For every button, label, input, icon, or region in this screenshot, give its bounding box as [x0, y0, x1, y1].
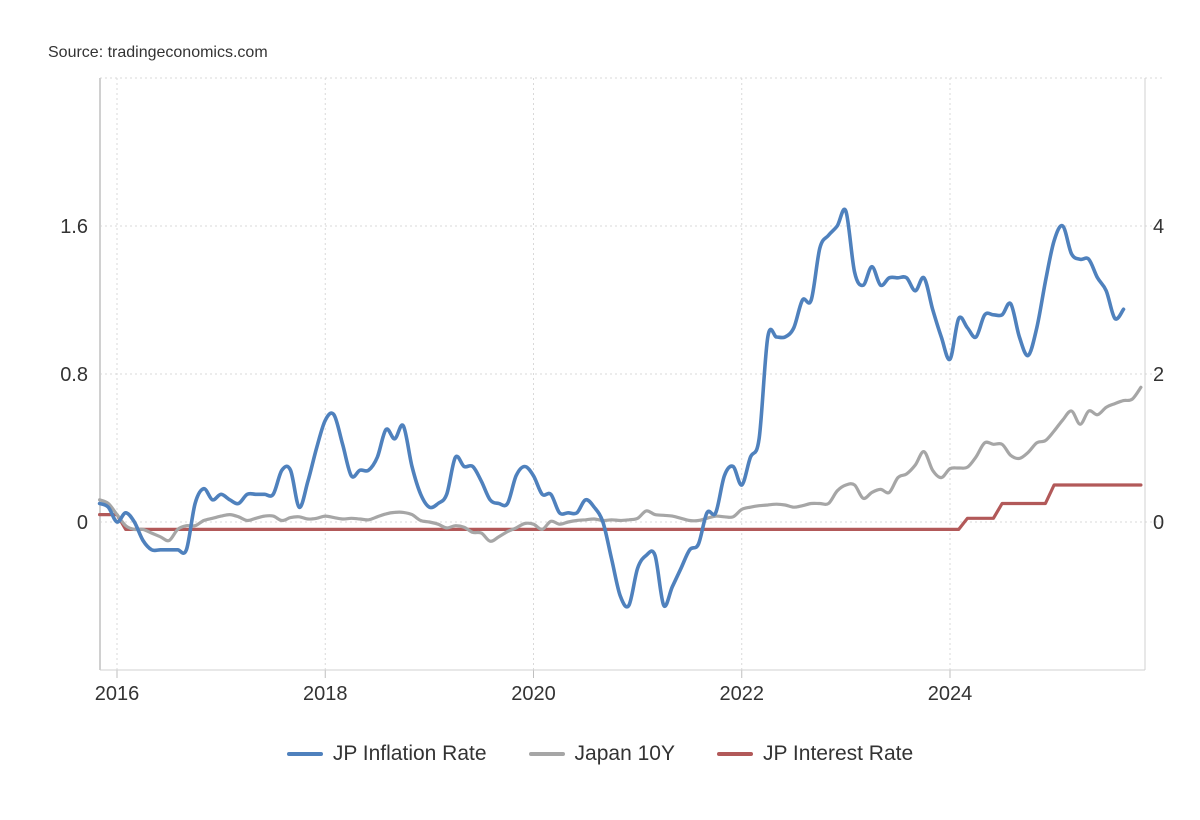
series-line-inflation — [97, 207, 1126, 609]
y-right-tick-label: 2 — [1153, 364, 1164, 386]
legend-swatch-japan-10y — [528, 752, 565, 756]
y-left-tick-label: 1.6 — [60, 216, 88, 238]
x-tick-label: 2016 — [95, 683, 140, 705]
legend-label-interest-rate: JP Interest Rate — [762, 742, 914, 765]
legend-swatch-inflation — [286, 752, 323, 756]
line-chart: 0 0.8 1.6 0 2 4 2016 2018 2020 2022 2024 — [60, 77, 1165, 705]
x-tick-label: 2022 — [720, 683, 765, 705]
x-tick-label: 2024 — [928, 683, 973, 705]
y-left-tick-label: 0 — [77, 512, 88, 534]
series-line-interest — [98, 483, 1143, 531]
y-right-tick-label: 0 — [1153, 512, 1164, 534]
x-tick-label: 2020 — [511, 683, 556, 705]
axes — [99, 78, 1146, 678]
legend: JP Inflation Rate Japan 10Y JP Interest … — [0, 742, 1200, 766]
legend-swatch-interest-rate — [716, 752, 753, 756]
tick-labels: 0 0.8 1.6 0 2 4 2016 2018 2020 2022 2024 — [60, 216, 1164, 705]
y-left-tick-label: 0.8 — [60, 364, 88, 386]
gridlines — [100, 77, 1165, 670]
series-lines — [97, 207, 1143, 609]
series-line-bond — [98, 385, 1143, 543]
legend-label-japan-10y: Japan 10Y — [574, 742, 675, 765]
legend-label-inflation: JP Inflation Rate — [332, 742, 487, 765]
legend-item-inflation[interactable]: JP Inflation Rate — [286, 742, 487, 766]
legend-item-interest-rate[interactable]: JP Interest Rate — [716, 742, 914, 766]
legend-item-japan-10y[interactable]: Japan 10Y — [528, 742, 675, 766]
x-tick-label: 2018 — [303, 683, 348, 705]
y-right-tick-label: 4 — [1153, 216, 1164, 238]
source-label: Source: tradingeconomics.com — [48, 44, 268, 61]
